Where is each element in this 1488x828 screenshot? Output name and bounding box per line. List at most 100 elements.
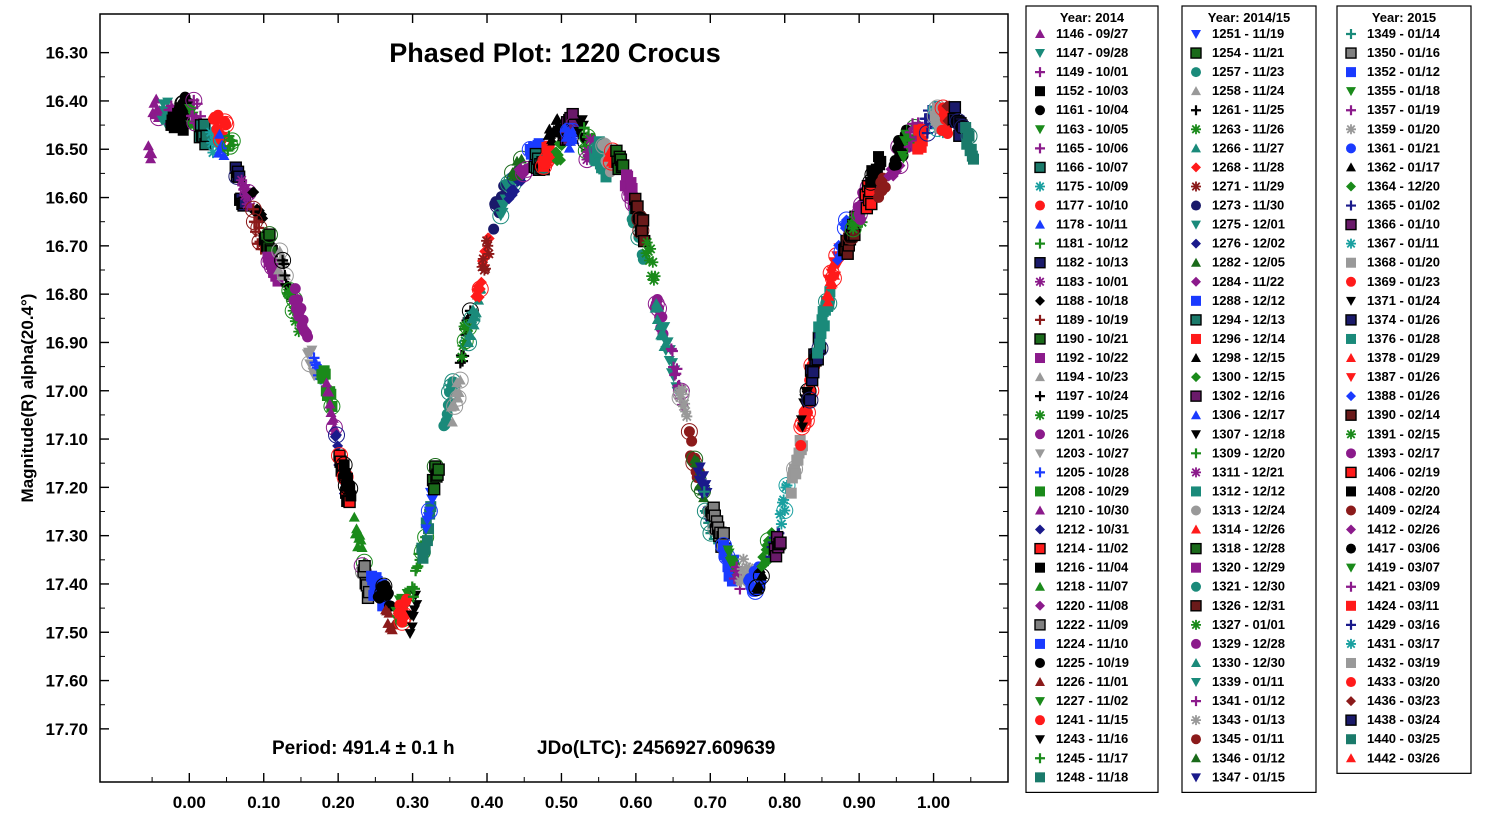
y-tick-label: 17.60 bbox=[45, 672, 88, 691]
data-point bbox=[452, 392, 464, 403]
data-point bbox=[245, 201, 257, 213]
data-point bbox=[774, 536, 787, 549]
legend-entry: 1203 - 10/27 bbox=[1056, 445, 1129, 460]
legend-entry: 1347 - 01/15 bbox=[1212, 769, 1285, 784]
data-point bbox=[292, 294, 304, 306]
y-tick-label: 17.20 bbox=[45, 478, 88, 497]
data-point bbox=[453, 387, 465, 398]
data-point bbox=[830, 271, 842, 282]
data-point bbox=[387, 619, 399, 630]
legend-entry: 1257 - 11/23 bbox=[1212, 64, 1284, 79]
legend-marker bbox=[1346, 619, 1356, 630]
x-tick-label: 0.20 bbox=[322, 793, 355, 812]
legend-marker bbox=[1034, 333, 1046, 345]
legend-entry: 1201 - 10/26 bbox=[1056, 426, 1129, 441]
data-point bbox=[323, 386, 335, 397]
legend-marker bbox=[1191, 734, 1201, 745]
legend-marker bbox=[1346, 486, 1356, 497]
legend-entry: 1321 - 12/30 bbox=[1212, 579, 1285, 594]
epoch-annotation: JDo(LTC): 2456927.609639 bbox=[537, 738, 775, 759]
data-point bbox=[324, 398, 336, 409]
legend-entry: 1216 - 11/04 bbox=[1056, 560, 1129, 575]
legend-entry: 1412 - 02/26 bbox=[1367, 522, 1440, 537]
data-point bbox=[345, 490, 357, 502]
legend-entry: 1408 - 02/20 bbox=[1367, 483, 1440, 498]
legend-marker bbox=[1346, 200, 1356, 211]
legend-entry: 1320 - 12/29 bbox=[1212, 560, 1285, 575]
legend-entry: 1313 - 12/24 bbox=[1212, 503, 1286, 518]
data-point bbox=[626, 182, 638, 194]
legend-marker bbox=[1035, 638, 1045, 649]
data-point bbox=[698, 486, 710, 498]
data-point bbox=[308, 352, 320, 364]
legend-title: Year: 2015 bbox=[1372, 10, 1436, 25]
data-point-ring bbox=[492, 207, 510, 225]
legend-marker bbox=[1191, 220, 1201, 230]
data-point bbox=[289, 283, 301, 295]
session-1367 bbox=[774, 476, 796, 530]
data-point bbox=[823, 290, 835, 301]
legend-marker bbox=[1191, 410, 1201, 420]
data-point bbox=[236, 174, 248, 186]
data-point bbox=[815, 327, 827, 339]
data-point bbox=[576, 115, 588, 126]
legend-marker bbox=[1346, 753, 1356, 763]
legend-marker bbox=[1191, 162, 1201, 173]
data-point bbox=[497, 207, 509, 218]
legend-marker bbox=[1035, 391, 1045, 402]
data-point bbox=[563, 142, 575, 153]
session-1181 bbox=[221, 130, 241, 157]
data-point bbox=[297, 314, 309, 326]
legend-entry: 1311 - 12/21 bbox=[1212, 464, 1284, 479]
legend-entry: 1147 - 09/28 bbox=[1056, 45, 1128, 60]
legend-marker bbox=[1035, 505, 1045, 515]
data-point bbox=[677, 400, 689, 412]
data-point bbox=[217, 140, 229, 151]
data-point bbox=[354, 529, 366, 540]
data-point bbox=[671, 363, 683, 375]
legend-entry: 1391 - 02/15 bbox=[1367, 426, 1440, 441]
y-tick-label: 16.40 bbox=[45, 92, 88, 111]
legend-entry: 1296 - 12/14 bbox=[1212, 331, 1286, 346]
legend-marker bbox=[1346, 543, 1356, 554]
data-point bbox=[643, 255, 655, 267]
legend-entry: 1438 - 03/24 bbox=[1367, 712, 1441, 727]
legend-marker bbox=[1190, 600, 1202, 612]
legend-entry: 1245 - 11/17 bbox=[1056, 750, 1128, 765]
legend-marker bbox=[1346, 448, 1356, 459]
legend-entry: 1271 - 11/29 bbox=[1212, 178, 1284, 193]
legend-marker bbox=[1035, 657, 1045, 668]
data-point bbox=[309, 357, 321, 369]
legend-entry: 1318 - 12/28 bbox=[1212, 541, 1285, 556]
y-tick-label: 16.50 bbox=[45, 140, 88, 159]
data-point bbox=[145, 153, 157, 164]
session-1254 bbox=[426, 457, 445, 496]
x-tick-label: 0.70 bbox=[694, 793, 727, 812]
legend-marker bbox=[1035, 449, 1045, 459]
data-point bbox=[659, 322, 671, 333]
legend-marker bbox=[1191, 505, 1201, 516]
data-point bbox=[875, 155, 887, 167]
legend-entry: 1149 - 10/01 bbox=[1056, 64, 1128, 79]
legend-entry: 1436 - 03/23 bbox=[1367, 693, 1440, 708]
legend-entry: 1366 - 01/10 bbox=[1367, 217, 1440, 232]
session-1327 bbox=[640, 236, 661, 286]
legend-marker bbox=[1191, 715, 1201, 726]
y-tick-label: 16.60 bbox=[45, 189, 88, 208]
legend-marker bbox=[1346, 638, 1356, 649]
legend-entry: 1440 - 03/25 bbox=[1367, 731, 1440, 746]
legend-entry: 1388 - 01/26 bbox=[1367, 388, 1440, 403]
data-point bbox=[850, 218, 862, 230]
legend-entry: 1429 - 03/16 bbox=[1367, 617, 1440, 632]
data-point bbox=[645, 243, 657, 255]
data-point bbox=[508, 185, 520, 197]
legend-marker bbox=[1035, 295, 1045, 306]
legend-marker bbox=[1035, 276, 1045, 287]
legend-entry: 1346 - 01/12 bbox=[1212, 750, 1285, 765]
data-point bbox=[967, 153, 979, 165]
data-point bbox=[459, 335, 471, 347]
legend-entry: 1248 - 11/18 bbox=[1056, 769, 1128, 784]
legend-marker bbox=[1035, 467, 1045, 478]
legend-entry: 1165 - 10/06 bbox=[1056, 140, 1128, 155]
